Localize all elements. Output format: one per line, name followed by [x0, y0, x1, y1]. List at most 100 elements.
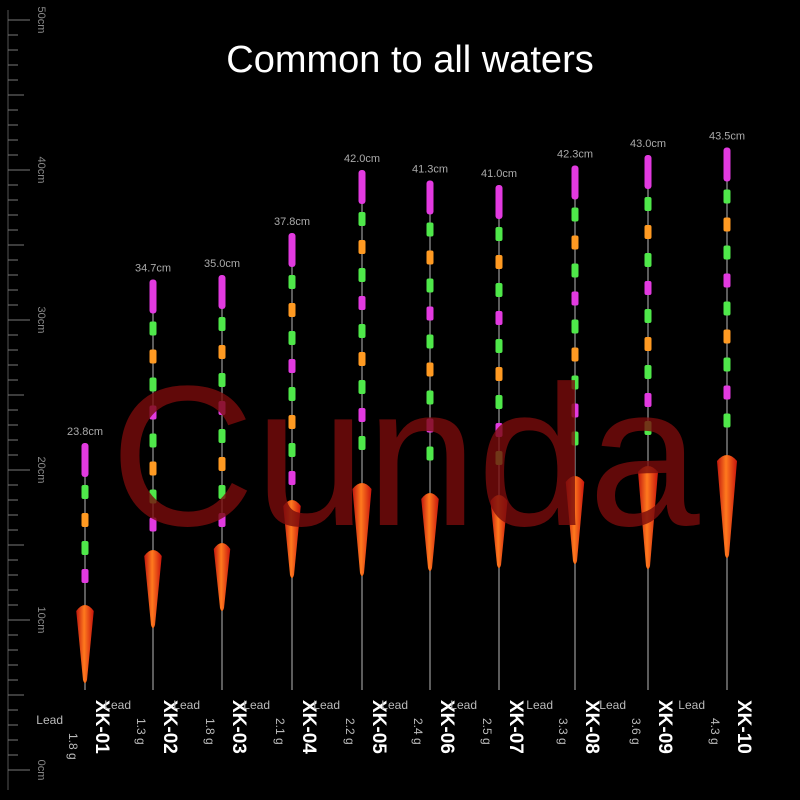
ruler: 50cm 40cm 30cm 20cm 10cm 0cm	[8, 7, 47, 781]
float-segment	[288, 471, 296, 485]
float-segment	[571, 291, 579, 306]
float-tip	[288, 233, 296, 267]
float-segment	[723, 189, 731, 204]
float-segment	[288, 331, 296, 345]
float-segment	[723, 357, 731, 372]
float-segment	[81, 485, 89, 499]
float-segment	[644, 365, 652, 379]
float-segment	[571, 403, 579, 418]
float-body	[421, 493, 439, 571]
lead-weight: 1.8 g	[203, 718, 217, 745]
float-body	[283, 500, 301, 578]
float-length: 43.0cm	[630, 138, 666, 150]
float-length: 41.0cm	[481, 168, 517, 180]
float-segment	[218, 429, 226, 443]
float-segment	[288, 359, 296, 373]
float-segment	[149, 405, 157, 420]
float-segment	[288, 415, 296, 429]
ruler-label: 10cm	[35, 607, 47, 634]
float-segment	[495, 367, 503, 381]
float-segment	[426, 390, 434, 405]
float-segment	[149, 349, 157, 364]
float-segment	[288, 387, 296, 401]
float-segment	[358, 352, 366, 366]
float-segment	[644, 309, 652, 323]
float-segment	[495, 395, 503, 409]
float-length: 43.5cm	[709, 131, 745, 143]
float-segment	[288, 303, 296, 317]
lead-weight: 2.4 g	[411, 718, 425, 745]
lead-label: Lead	[313, 698, 340, 712]
float-segment	[149, 461, 157, 476]
float-segment	[571, 263, 579, 278]
lead-weight: 1.8 g	[66, 733, 80, 760]
float-tip	[495, 185, 503, 219]
lead-label: Lead	[526, 698, 553, 712]
ruler-label: 40cm	[35, 157, 47, 184]
float-segment	[426, 278, 434, 293]
lead-label: Lead	[599, 698, 626, 712]
float-length: 42.0cm	[344, 153, 380, 165]
float-tip	[81, 443, 89, 477]
float-segment	[571, 319, 579, 334]
float-tip	[426, 180, 434, 215]
float-segment	[495, 423, 503, 437]
title: Common to all waters	[226, 39, 593, 81]
float-segment	[149, 321, 157, 336]
float-model: XK-10	[733, 700, 754, 754]
float-body	[76, 605, 94, 683]
float-length: 35.0cm	[204, 258, 240, 270]
float-segment	[218, 513, 226, 527]
float-body	[213, 543, 231, 611]
float-segment	[358, 268, 366, 282]
ruler-label: 50cm	[35, 7, 47, 34]
float-body	[144, 550, 162, 628]
lead-weight: 1.3 g	[134, 718, 148, 745]
float-model: XK-08	[581, 700, 602, 754]
float-tip	[358, 170, 366, 204]
float-segment	[426, 362, 434, 377]
float-length: 34.7cm	[135, 263, 171, 275]
float-segment	[288, 443, 296, 457]
ruler-label: 20cm	[35, 457, 47, 484]
lead-label: Lead	[173, 698, 200, 712]
float-segment	[426, 446, 434, 461]
float-segment	[218, 317, 226, 331]
float-body	[717, 455, 737, 558]
float-model: XK-05	[368, 700, 389, 754]
float-body	[352, 483, 372, 576]
float-length: 23.8cm	[67, 426, 103, 438]
float-model: XK-02	[159, 700, 180, 754]
float-segment	[571, 235, 579, 250]
float-segment	[571, 431, 579, 446]
float-segment	[358, 324, 366, 338]
float-segment	[81, 513, 89, 527]
float-segment	[723, 301, 731, 316]
float-segment	[426, 418, 434, 433]
lead-weight: 2.5 g	[480, 718, 494, 745]
float-segment	[358, 408, 366, 422]
lead-weight: 2.1 g	[273, 718, 287, 745]
float-segment	[426, 334, 434, 349]
float-segment	[358, 436, 366, 450]
float-segment	[426, 250, 434, 265]
float-body	[638, 466, 658, 569]
float-length: 37.8cm	[274, 216, 310, 228]
float-segment	[644, 421, 652, 435]
float-tip	[149, 279, 157, 314]
float-segment	[644, 281, 652, 295]
float-segment	[358, 296, 366, 310]
lead-label: Lead	[104, 698, 131, 712]
float-segment	[218, 373, 226, 387]
float-segment	[81, 541, 89, 555]
ruler-label: 0cm	[35, 760, 47, 781]
float-segment	[288, 275, 296, 289]
float-segment	[644, 253, 652, 267]
float-segment	[723, 329, 731, 344]
float-model: XK-01	[91, 700, 112, 754]
float-segment	[571, 347, 579, 362]
lead-weight: 4.3 g	[708, 718, 722, 745]
